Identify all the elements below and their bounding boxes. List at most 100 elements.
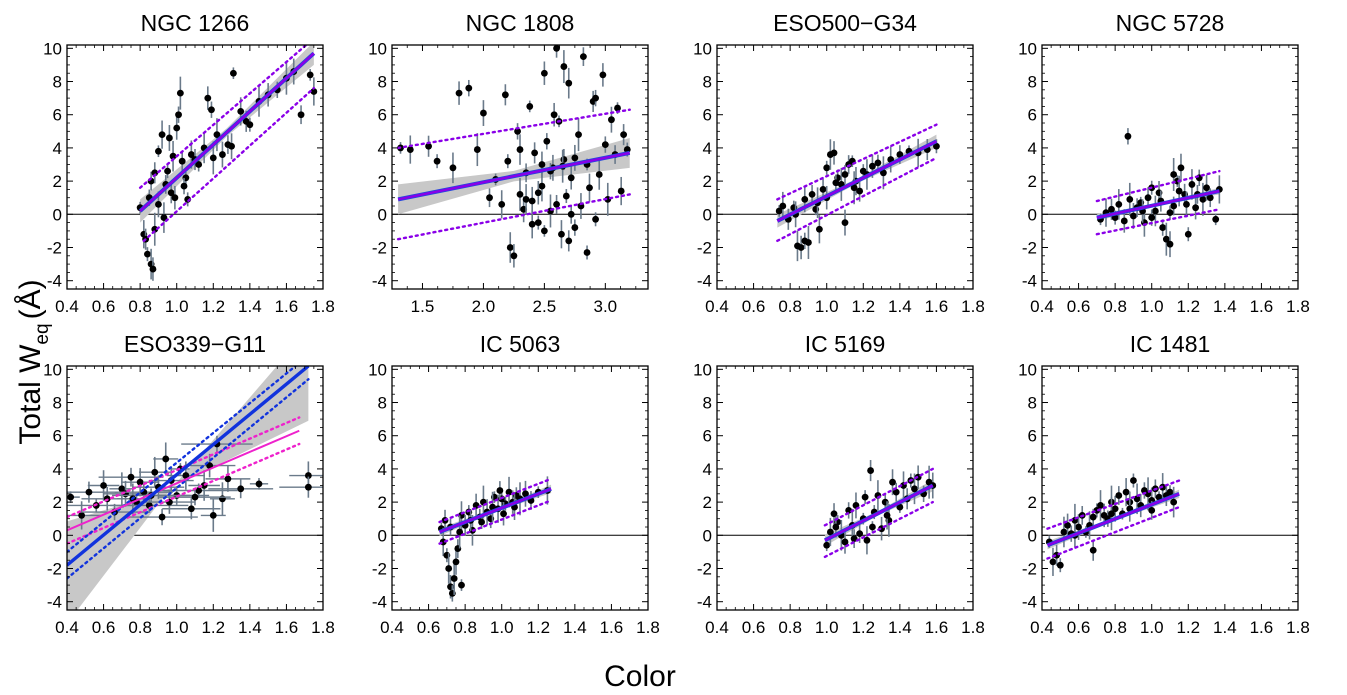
data-point: [617, 187, 625, 195]
x-tick-label: 0.6: [742, 618, 766, 637]
data-point: [867, 467, 874, 474]
data-point: [805, 239, 812, 246]
x-tick-label: 1.2: [851, 618, 875, 637]
fit-line-blue: [67, 366, 310, 567]
y-tick-label: -4: [1022, 272, 1037, 291]
data-point: [808, 190, 816, 198]
lower-bound-line: [1095, 208, 1221, 236]
data-point: [892, 488, 900, 496]
y-tick-label: 8: [378, 394, 387, 413]
x-tick-label: 0.8: [1103, 297, 1127, 316]
panel-content: [717, 460, 973, 559]
data-point: [452, 558, 460, 566]
data-point: [175, 111, 182, 119]
data-point: [445, 565, 453, 572]
data-point: [1124, 132, 1132, 140]
data-point: [1177, 164, 1185, 172]
panel-frame: [391, 44, 649, 290]
data-point: [478, 518, 485, 526]
data-point: [1155, 493, 1163, 501]
data-point: [1148, 214, 1156, 222]
data-point: [1049, 558, 1057, 566]
panel-0: -4 -2 0 2 4 6 8 10 0.4 0.6 0.8 1.0 1.2 1.4 1.6 1.8 NGC 1…: [43, 10, 335, 316]
upper-bound-line: [396, 108, 631, 150]
data-point: [187, 151, 195, 158]
y-tick-label: 0: [1028, 526, 1037, 545]
data-point: [160, 214, 168, 222]
data-point: [136, 478, 144, 486]
data-point: [406, 146, 414, 153]
panel-1: -4 -2 0 2 4 6 8 10 1.5 2.0 2.5 3.0 NGC 1808: [368, 10, 649, 316]
data-point: [534, 189, 542, 197]
x-tick-label: 0.6: [1067, 297, 1091, 316]
x-tick-label: 1.2: [201, 618, 225, 637]
y-tick-label: 2: [53, 172, 62, 191]
data-point: [874, 159, 882, 167]
x-tick-label: 0.8: [128, 618, 152, 637]
data-point: [209, 154, 217, 162]
y-tick-label: 4: [703, 139, 712, 158]
y-tick-label: -2: [1022, 239, 1037, 258]
data-point: [1188, 181, 1196, 188]
y-tick-label: 6: [703, 106, 712, 125]
data-point: [565, 79, 573, 87]
data-point: [880, 169, 887, 177]
y-tick-label: 2: [1028, 172, 1037, 191]
y-axis-label-unit: (Å): [14, 279, 47, 319]
y-tick-label: 8: [1028, 394, 1037, 413]
panel-content: [1042, 473, 1298, 576]
data-point: [501, 91, 509, 99]
lower-bound-line: [823, 500, 934, 559]
upper-bound-line: [823, 467, 934, 527]
data-point: [191, 493, 199, 501]
data-point: [458, 581, 465, 589]
x-axis-label: Color: [604, 660, 676, 693]
data-point: [209, 511, 217, 519]
panel-title: ESO339−G11: [124, 331, 266, 357]
x-tick-label: 1.4: [563, 618, 587, 637]
data-point: [149, 265, 157, 273]
x-tick-label: 1.2: [851, 297, 875, 316]
y-tick-label: 8: [1028, 73, 1037, 92]
data-point: [1175, 187, 1183, 195]
data-point: [856, 187, 864, 195]
data-point: [823, 164, 831, 172]
data-point: [1120, 217, 1128, 225]
data-point: [1133, 495, 1141, 503]
data-point: [1170, 171, 1178, 178]
data-point: [514, 127, 521, 135]
x-tick-label: 1.4: [238, 618, 262, 637]
data-point: [1206, 194, 1214, 202]
data-point: [1089, 546, 1097, 554]
data-point: [1115, 492, 1123, 499]
fit-line: [397, 151, 630, 201]
data-point: [155, 147, 162, 155]
lower-bound-line: [776, 156, 938, 243]
x-tick-label: 1.8: [311, 618, 335, 637]
data-point: [826, 528, 834, 536]
x-tick-label: 1.2: [201, 297, 225, 316]
y-axis-label-subscript: eq: [32, 323, 53, 344]
y-tick-label: 10: [368, 39, 387, 58]
data-point: [127, 473, 135, 481]
x-tick-label: 0.8: [778, 297, 802, 316]
x-tick-label: 1.6: [925, 618, 949, 637]
data-point: [204, 94, 212, 102]
x-tick-label: 1.8: [311, 297, 335, 316]
data-point: [526, 103, 534, 110]
data-point: [304, 483, 312, 491]
data-point: [1212, 215, 1220, 223]
lower-bound-line: [1046, 505, 1181, 560]
data-point: [896, 503, 904, 511]
x-tick-label: 0.6: [742, 297, 766, 316]
data-point: [560, 63, 568, 70]
y-tick-label: 8: [378, 73, 387, 92]
data-point: [565, 237, 573, 245]
panel-title: IC 1481: [1130, 331, 1211, 357]
y-tick-label: -4: [697, 593, 712, 612]
x-tick-label: 1.6: [925, 297, 949, 316]
x-tick-label: 1.6: [275, 297, 299, 316]
x-tick-label: 0.8: [778, 618, 802, 637]
data-point: [1060, 528, 1068, 536]
data-point: [1203, 184, 1210, 192]
